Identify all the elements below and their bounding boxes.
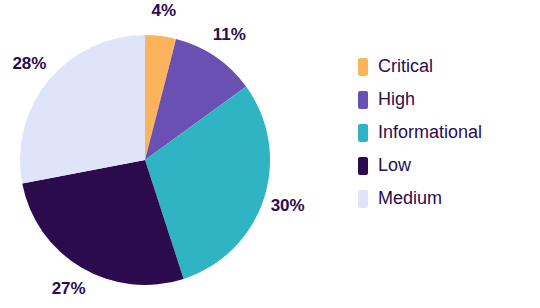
legend-swatch [358,157,368,175]
legend-label: Medium [378,188,442,208]
legend: Critical High Informational Low Medium [358,56,482,208]
data-label: 30% [271,196,305,215]
data-label: 28% [12,54,46,73]
pie: 4% 11% 30% 27% 28% [12,1,304,298]
chart: 4% 11% 30% 27% 28% Critical High Informational L… [0,0,540,308]
legend-label: High [378,89,415,109]
legend-swatch [358,58,368,76]
legend-swatch [358,91,368,109]
data-label: 11% [213,25,246,44]
legend-label: Critical [378,56,433,76]
legend-label: Low [378,155,412,175]
data-label: 4% [152,1,177,20]
legend-swatch [358,124,368,142]
data-label: 27% [52,279,86,298]
legend-label: Informational [378,122,482,142]
legend-swatch [358,190,368,208]
